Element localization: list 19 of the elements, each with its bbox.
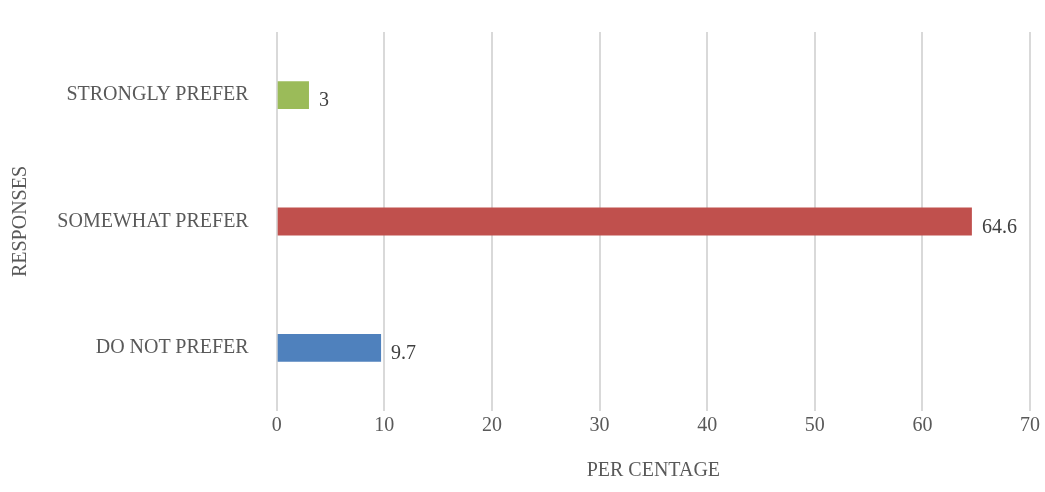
x-tick-label: 0 xyxy=(271,413,282,436)
data-label: 3 xyxy=(318,88,329,111)
y-tick-label: SOMEWHAT PREFER xyxy=(57,208,250,231)
x-tick-label: 10 xyxy=(374,413,395,436)
bar xyxy=(277,81,309,110)
x-tick-label: 70 xyxy=(1020,413,1040,436)
y-tick-label: DO NOT PREFER xyxy=(95,335,250,358)
x-tick-label: 60 xyxy=(912,413,933,436)
x-tick-label: 50 xyxy=(804,413,825,436)
x-axis-title: PER CENTAGE xyxy=(586,458,721,481)
data-label: 64.6 xyxy=(981,214,1017,237)
x-tick-label: 30 xyxy=(589,413,610,436)
x-tick-label: 40 xyxy=(697,413,718,436)
bar xyxy=(277,207,972,236)
y-axis-title: RESPONSES xyxy=(8,165,31,278)
bar xyxy=(277,333,382,362)
x-tick-label: 20 xyxy=(481,413,502,436)
y-tick-label: STRONGLY PREFER xyxy=(66,82,250,105)
data-label: 9.7 xyxy=(391,341,417,364)
